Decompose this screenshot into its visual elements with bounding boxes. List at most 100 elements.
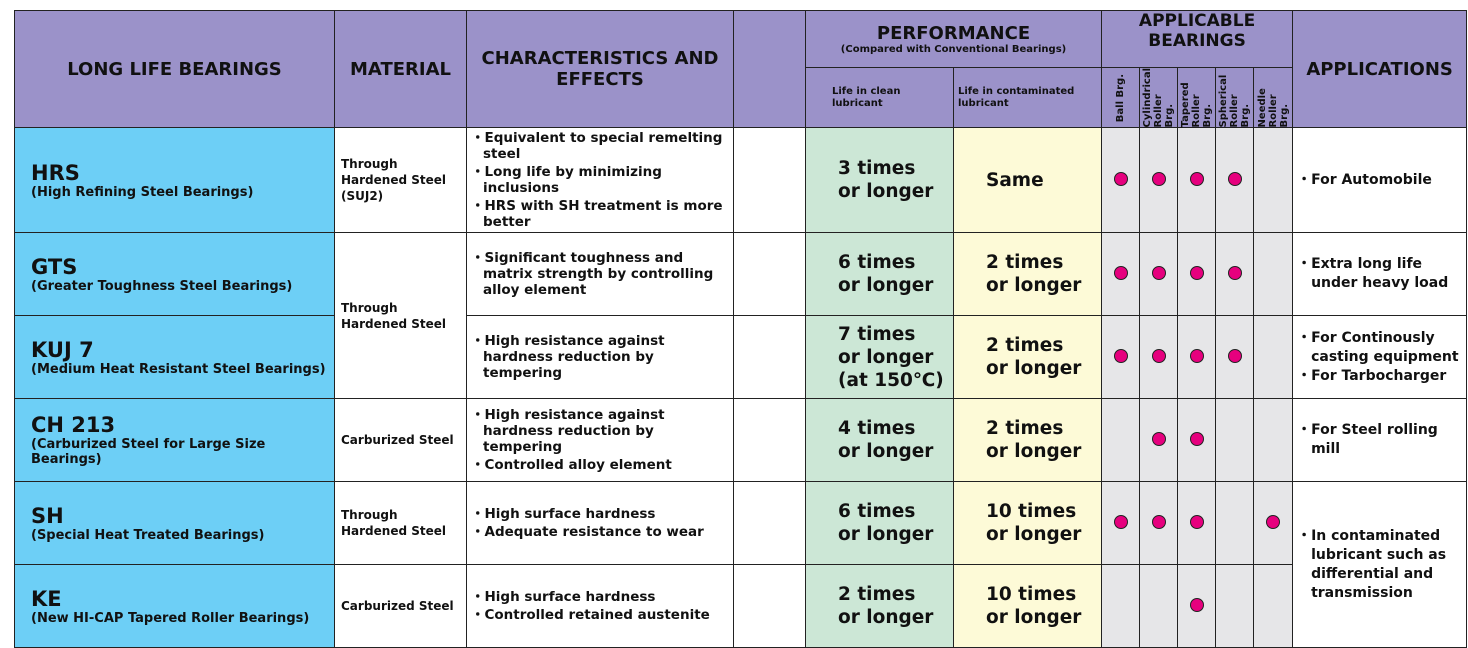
characteristics-cell: ・High surface hardness ・Controlled retain…	[466, 564, 734, 648]
characteristic-item: ・Controlled retained austenite	[471, 607, 710, 624]
header-bearing-type: Tapered Roller Brg.	[1177, 66, 1217, 129]
bearing-type-label: Ball Brg.	[1115, 73, 1127, 122]
bearing-name: SH	[31, 503, 64, 528]
header-characteristics: CHARACTERISTICS AND EFFECTS	[466, 9, 734, 129]
bearing-description: (Special Heat Treated Bearings)	[31, 527, 265, 543]
applicable-dot-icon	[1151, 265, 1166, 280]
bearing-type-label: Spherical Roller Brg.	[1218, 74, 1252, 128]
header-applicable-bearings: APPLICABLE BEARINGS	[1101, 10, 1294, 68]
clean-lubricant-life: 4 times or longer	[805, 398, 954, 483]
applicable-bearing-cell	[1177, 127, 1217, 234]
table-row: GTS (Greater Toughness Steel Bearings) Thr…	[14, 232, 1468, 400]
clean-lubricant-life: 6 times or longer	[805, 481, 954, 566]
characteristic-item: ・High surface hardness	[471, 506, 656, 523]
applicable-bearing-cell	[1215, 127, 1255, 234]
bearing-type-label: Tapered Roller Brg.	[1180, 82, 1214, 128]
applicable-bearing-cell	[1215, 481, 1255, 566]
bearing-name: HRS	[31, 160, 80, 185]
bearing-name: GTS	[31, 254, 78, 279]
clean-lubricant-life: 3 times or longer	[805, 127, 954, 234]
contaminated-lubricant-life: 10 times or longer	[952, 564, 1103, 648]
blank-cell	[733, 481, 806, 566]
material-cell: Through Hardened Steel	[334, 481, 467, 566]
table-row: SH (Special Heat Treated Bearings) Through…	[14, 481, 1468, 648]
characteristic-item: ・Controlled alloy element	[471, 457, 672, 474]
characteristic-item: ・Significant toughness and matrix streng…	[471, 250, 714, 299]
applications-cell: ・For Steel rolling mill	[1292, 398, 1468, 483]
contaminated-lubricant-life: 10 times or longer	[952, 481, 1103, 566]
characteristic-item: ・Equivalent to special remelting steel	[471, 130, 723, 163]
blank-cell	[733, 398, 806, 483]
application-item: ・Extra long life under heavy load	[1297, 256, 1449, 292]
applicable-dot-icon	[1113, 514, 1128, 529]
applicable-bearing-cell	[1253, 481, 1294, 566]
applicable-bearing-cell	[1177, 232, 1217, 317]
applicable-bearing-cell	[1101, 564, 1141, 648]
applicable-bearing-cell	[1253, 127, 1294, 234]
characteristics-cell: ・Equivalent to special remelting steel ・L…	[466, 127, 734, 234]
applications-cell: ・Extra long life under heavy load	[1292, 232, 1468, 317]
applicable-bearing-cell	[1215, 398, 1255, 483]
bearing-name-cell: CH 213 (Carburized Steel for Large Size B…	[14, 398, 335, 483]
applicable-bearing-cell	[1215, 315, 1255, 400]
application-item: ・In contaminated lubricant such as diffe…	[1297, 527, 1447, 601]
applicable-bearing-cell	[1253, 398, 1294, 483]
applicable-bearing-cell	[1101, 232, 1141, 317]
application-item: ・For Continously casting equipment	[1297, 329, 1459, 365]
application-item: ・For Tarbocharger	[1297, 367, 1447, 384]
applicable-bearing-cell	[1177, 315, 1217, 400]
characteristic-item: ・High resistance against hardness reduct…	[471, 333, 665, 382]
material-cell: Carburized Steel	[334, 564, 467, 648]
applicable-bearing-cell	[1253, 232, 1294, 317]
applicable-bearing-cell	[1177, 398, 1217, 483]
applicable-dot-icon	[1151, 431, 1166, 446]
applicable-dot-icon	[1113, 348, 1128, 363]
applicable-dot-icon	[1189, 265, 1204, 280]
applicable-dot-icon	[1227, 265, 1242, 280]
application-item: ・For Steel rolling mill	[1297, 422, 1438, 458]
characteristic-item: ・Long life by minimizing inclusions	[471, 164, 662, 197]
applicable-dot-icon	[1151, 171, 1166, 186]
header-bearing-type: Cylindrical Roller Brg.	[1139, 66, 1179, 129]
characteristic-item: ・High surface hardness	[471, 589, 656, 606]
applicable-dot-icon	[1266, 514, 1281, 529]
applicable-bearing-cell	[1215, 564, 1255, 648]
clean-lubricant-life: 2 times or longer	[805, 564, 954, 648]
header-bearing-type: Needle Roller Brg.	[1253, 66, 1294, 129]
table-row: KUJ 7 (Medium Heat Resistant Steel Bearin…	[14, 315, 1468, 400]
header-bearing-type: Spherical Roller Brg.	[1215, 66, 1255, 129]
table-row: CH 213 (Carburized Steel for Large Size B…	[14, 398, 1468, 483]
bearing-name-cell: KUJ 7 (Medium Heat Resistant Steel Bearin…	[14, 315, 335, 400]
application-item: ・For Automobile	[1297, 171, 1432, 188]
bearing-description: (High Refining Steel Bearings)	[31, 184, 254, 200]
applicable-dot-icon	[1113, 265, 1128, 280]
header-blank	[733, 9, 806, 129]
applicable-dot-icon	[1189, 348, 1204, 363]
contaminated-lubricant-life: 2 times or longer	[952, 398, 1103, 483]
characteristic-item: ・High resistance against hardness reduct…	[471, 407, 665, 456]
bearing-name-cell: HRS (High Refining Steel Bearings)	[14, 127, 335, 234]
applicable-dot-icon	[1227, 348, 1242, 363]
bearing-type-label: Cylindrical Roller Brg.	[1142, 68, 1176, 128]
applicable-bearing-cell	[1215, 232, 1255, 317]
bearing-name-cell: GTS (Greater Toughness Steel Bearings)	[14, 232, 335, 317]
applicable-dot-icon	[1189, 597, 1204, 612]
performance-subtitle: (Compared with Conventional Bearings)	[840, 44, 1067, 55]
applicable-bearing-cell	[1101, 315, 1141, 400]
applicable-bearing-cell	[1253, 564, 1294, 648]
performance-title: PERFORMANCE	[876, 23, 1031, 44]
bearing-name-cell: KE (New HI-CAP Tapered Roller Bearings)	[14, 564, 335, 648]
clean-lubricant-life: 7 times or longer (at 150℃)	[805, 315, 954, 400]
bearing-name: CH 213	[31, 413, 116, 438]
header-applications: APPLICATIONS	[1292, 9, 1468, 129]
characteristics-cell: ・High resistance against hardness reduct…	[466, 398, 734, 483]
characteristics-cell: ・High resistance against hardness reduct…	[466, 315, 734, 400]
applicable-dot-icon	[1151, 514, 1166, 529]
applicable-dot-icon	[1151, 348, 1166, 363]
bearing-name: KUJ 7	[31, 337, 94, 362]
bearing-description: (Greater Toughness Steel Bearings)	[31, 278, 293, 294]
bearing-description: (Carburized Steel for Large Size Bearing…	[31, 437, 266, 468]
applicable-bearing-cell	[1101, 398, 1141, 483]
applicable-bearing-cell	[1139, 481, 1179, 566]
applications-cell: ・For Automobile	[1292, 127, 1468, 234]
